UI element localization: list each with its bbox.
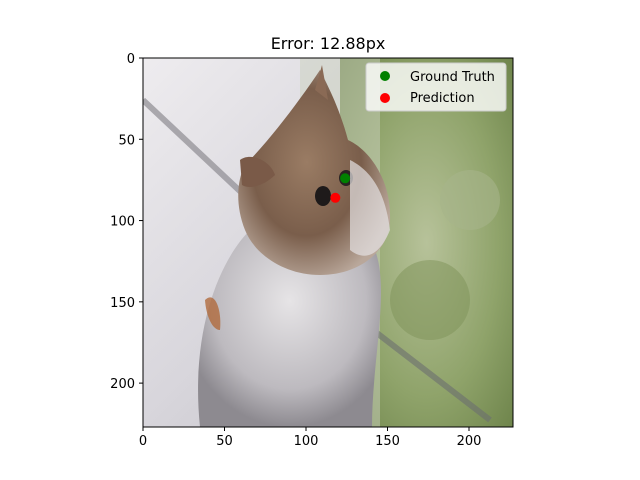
y-axis: 0 50 100 150 200: [110, 52, 143, 392]
x-tick-label: 150: [375, 434, 400, 449]
y-tick-label: 0: [127, 52, 135, 67]
y-tick-label: 150: [110, 296, 135, 311]
y-tick-label: 200: [110, 377, 135, 392]
data-marks: [330, 173, 351, 203]
cat-photo: [143, 58, 513, 427]
axes-frame: [142, 57, 514, 428]
legend-marker-prediction: [380, 93, 390, 103]
x-tick-label: 50: [216, 434, 233, 449]
x-tick-label: 200: [457, 434, 482, 449]
x-tick-label: 100: [294, 434, 319, 449]
legend-box: [365, 62, 507, 112]
y-tick-label: 50: [118, 133, 135, 148]
x-tick-label: 0: [139, 434, 147, 449]
point-prediction: [330, 192, 341, 203]
legend: Ground Truth Prediction: [365, 62, 507, 112]
legend-label-prediction: Prediction: [410, 91, 475, 106]
point-ground-truth: [340, 173, 351, 184]
legend-label-ground-truth: Ground Truth: [410, 70, 495, 85]
chart-title: Error: 12.88px: [271, 34, 386, 53]
x-axis: 0 50 100 150 200: [139, 427, 482, 449]
y-tick-label: 100: [110, 215, 135, 230]
legend-marker-ground-truth: [380, 71, 390, 81]
